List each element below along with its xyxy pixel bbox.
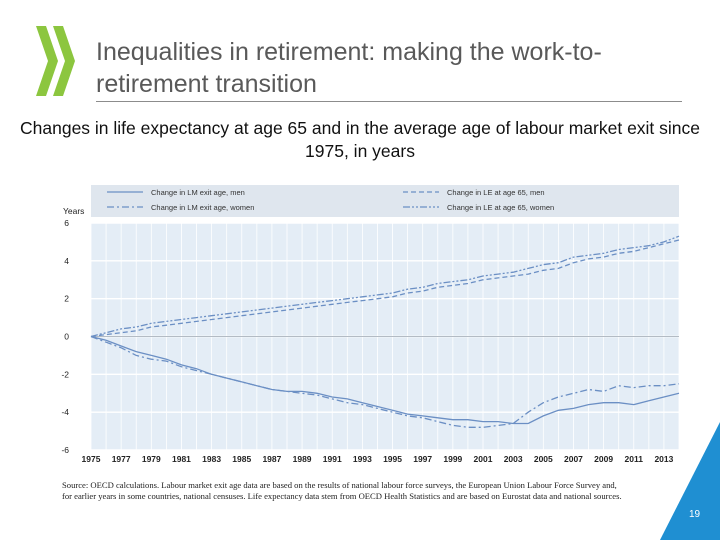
y-tick-label: -2 [61, 369, 69, 379]
x-tick-label: 2003 [504, 454, 523, 464]
x-tick-label: 2011 [625, 454, 644, 464]
y-tick-label: -6 [61, 445, 69, 455]
series-line-3 [90, 239, 680, 338]
x-tick-label: 2007 [564, 454, 583, 464]
x-tick-label: 1979 [142, 454, 161, 464]
logo-chevron-left [36, 26, 58, 96]
x-tick-label: 1987 [262, 454, 281, 464]
legend-label-3: Change in LE at age 65, men [447, 188, 545, 197]
y-tick-label: 0 [64, 332, 69, 342]
legend-label-2: Change in LM exit age, women [151, 203, 254, 212]
corner-accent [660, 422, 720, 540]
line-chart: -6 -4 -2 0 2 4 6 1975 1977 1979 1981 1983 1985 1987 19… [61, 185, 680, 464]
y-axis-label: Years [63, 206, 84, 216]
x-tick-label: 1983 [202, 454, 221, 464]
x-tick-label: 2009 [594, 454, 613, 464]
oecd-logo [36, 26, 75, 96]
x-tick-label: 2001 [474, 454, 493, 464]
y-tick-label: 4 [64, 256, 69, 266]
x-tick-label: 2013 [654, 454, 673, 464]
x-tick-label: 1995 [383, 454, 402, 464]
legend-panel [91, 185, 679, 217]
x-tick-label: 2005 [534, 454, 553, 464]
x-tick-label: 1991 [323, 454, 342, 464]
series-line-2 [90, 335, 680, 428]
title-divider [96, 101, 682, 102]
x-tick-label: 1989 [293, 454, 312, 464]
x-tick-label: 1975 [82, 454, 101, 464]
x-tick-label: 1997 [413, 454, 432, 464]
series-line-4 [90, 235, 680, 338]
legend-label-4: Change in LE at age 65, women [447, 203, 554, 212]
x-tick-label: 1993 [353, 454, 372, 464]
y-tick-label: -4 [61, 407, 69, 417]
legend-label-1: Change in LM exit age, men [151, 188, 245, 197]
slide-title: Inequalities in retirement: making the w… [96, 38, 602, 98]
x-tick-label: 1999 [443, 454, 462, 464]
page-number: 19 [689, 509, 701, 520]
chart-subtitle: Changes in life expectancy at age 65 and… [20, 118, 701, 161]
x-tick-label: 1985 [232, 454, 251, 464]
x-tick-label: 1977 [112, 454, 131, 464]
y-tick-label: 2 [64, 294, 69, 304]
series-line-1 [90, 335, 680, 425]
source-note: Source: OECD calculations. Labour market… [62, 480, 622, 501]
y-tick-label: 6 [64, 218, 69, 228]
logo-chevron-right [53, 26, 75, 96]
x-tick-label: 1981 [172, 454, 191, 464]
